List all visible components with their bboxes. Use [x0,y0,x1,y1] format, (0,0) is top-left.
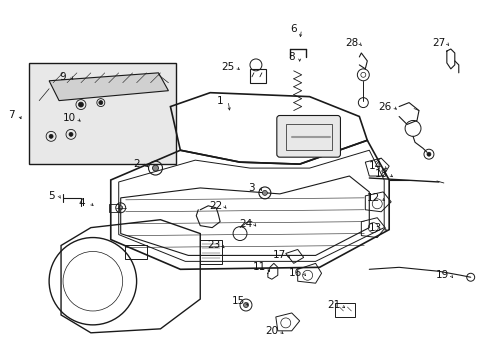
Text: 28: 28 [344,38,357,48]
Text: 24: 24 [239,219,252,229]
Text: 22: 22 [209,201,223,211]
Circle shape [243,302,248,307]
Text: 17: 17 [273,251,286,260]
Bar [124,246,146,260]
Bar [108,204,119,212]
Text: 6: 6 [290,24,296,34]
Text: 3: 3 [248,183,255,193]
Bar [335,303,355,317]
Bar [249,69,265,83]
Text: 9: 9 [60,72,66,82]
Text: 15: 15 [231,296,244,306]
Circle shape [426,152,430,156]
Text: 2: 2 [133,159,140,169]
Circle shape [69,132,73,136]
Text: 12: 12 [366,193,379,203]
Text: 11: 11 [253,262,266,272]
Circle shape [78,102,83,107]
Text: 16: 16 [288,268,302,278]
Text: 14: 14 [368,161,381,171]
Text: 27: 27 [431,38,445,48]
Text: 13: 13 [368,222,381,233]
Text: 23: 23 [207,240,221,251]
Text: 26: 26 [378,102,391,112]
Text: 20: 20 [264,326,278,336]
Text: 19: 19 [435,270,448,280]
Text: 5: 5 [48,191,54,201]
Bar [29,63,176,164]
Text: 25: 25 [221,62,234,72]
Text: 4: 4 [79,198,85,208]
Text: 18: 18 [374,169,387,179]
Circle shape [262,190,267,195]
Text: 21: 21 [326,300,340,310]
Text: 10: 10 [62,113,76,123]
Circle shape [99,100,102,105]
Bar [285,125,331,150]
Text: 1: 1 [216,96,223,105]
Text: 7: 7 [8,109,15,120]
Circle shape [119,206,122,210]
Text: 8: 8 [288,52,294,62]
Circle shape [152,165,158,171]
Circle shape [49,134,53,138]
FancyBboxPatch shape [276,116,340,157]
Polygon shape [49,73,168,100]
